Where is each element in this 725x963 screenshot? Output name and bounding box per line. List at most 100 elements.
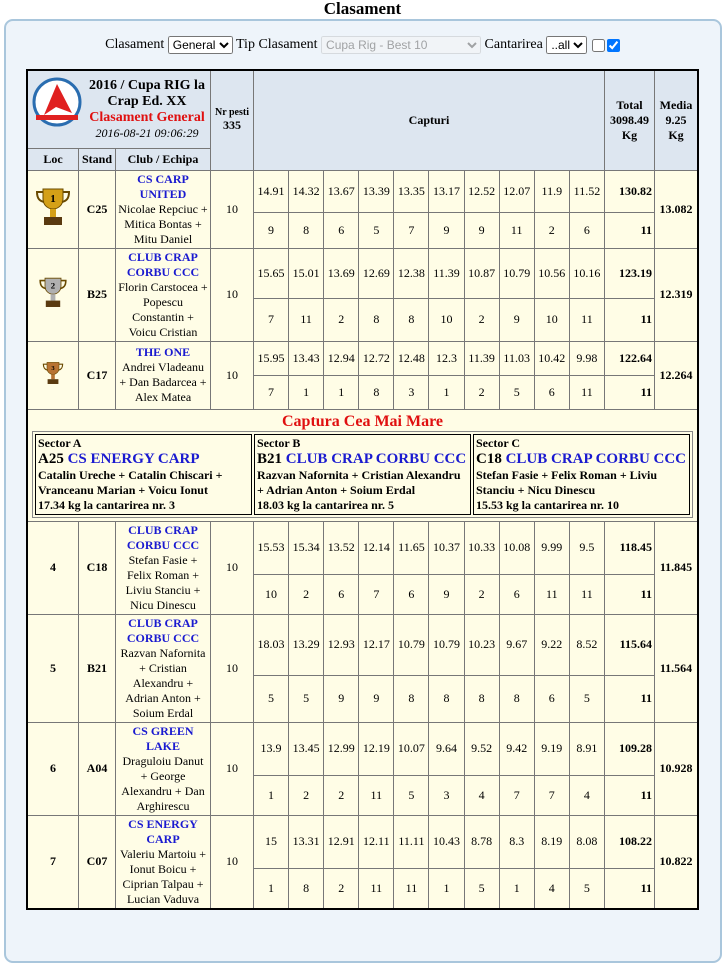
total-weighings: 11 — [604, 774, 655, 816]
weighing-number: 11 — [358, 867, 395, 910]
sector-team: Razvan Nafornita + Cristian Alexandru + … — [257, 467, 461, 497]
table-row-weighings: 9 8 6 5 7 9 9 11 2 6 11 — [27, 211, 698, 249]
stand: C18 — [86, 560, 108, 574]
clasament-select[interactable]: General — [167, 36, 233, 54]
team-media: 11.845 — [654, 520, 699, 615]
capturi-header: Capturi — [253, 69, 605, 171]
col-stand: Stand — [78, 147, 116, 171]
tip-clasament-select[interactable]: Cupa Rig - Best 10 — [321, 36, 482, 54]
weighing-number: 4 — [568, 774, 606, 816]
weighing-number: 5 — [252, 675, 290, 723]
table-row[interactable]: 7 C07 CS ENERGY CARP Valeriu Martoiu + Ionu… — [26, 814, 699, 909]
table-row[interactable]: 6 A04 CS GREEN LAKE Draguloiu Danut + Georg… — [26, 721, 699, 816]
checkbox-2[interactable] — [606, 38, 620, 52]
sector-club-link[interactable]: CLUB CRAP CORBU CCC — [285, 450, 467, 467]
catch-weight: 8.08 — [568, 814, 606, 869]
catch-weight: 10.43 — [428, 814, 465, 869]
cantarirea-select[interactable]: ..all — [546, 36, 588, 54]
catch-weight: 13.43 — [288, 340, 325, 376]
weighing-number: 5 — [288, 675, 325, 723]
weighing-number: 1 — [428, 867, 465, 910]
catch-weight: 8.78 — [463, 814, 500, 869]
catch-weight: 12.07 — [498, 169, 535, 213]
catch-weight: 11.03 — [498, 340, 535, 376]
catch-weight: 10.23 — [463, 613, 500, 677]
filter-bar: Clasament General Tip Clasament Cupa Rig… — [6, 36, 720, 54]
weighing-number: 4 — [463, 774, 500, 816]
catch-weight: 12.48 — [393, 340, 430, 376]
table-row[interactable]: 5 B21 CLUB CRAP CORBU CCC Razvan Nafornita … — [26, 613, 699, 723]
club-link[interactable]: CLUB CRAP CORBU CCC — [126, 522, 200, 552]
catch-weight: 13.29 — [288, 613, 325, 677]
stand: A04 — [86, 761, 108, 775]
club-link[interactable]: CS CARP UNITED — [137, 171, 189, 201]
club-link[interactable]: CS GREEN LAKE — [132, 723, 194, 753]
sector-cell: Sector B B21 CLUB CRAP CORBU CCC Razvan Na… — [254, 433, 471, 515]
rank-number: 4 — [50, 560, 56, 574]
weighing-number: 8 — [463, 675, 500, 723]
table-row[interactable]: 2 B25 CLUB CRAP CORBU CCC Florin Carstocea … — [26, 247, 699, 342]
weighing-number: 11 — [568, 374, 606, 410]
biggest-catch-row: Captura Cea Mai Mare Sector A A25 CS ENERG… — [26, 408, 699, 522]
table-row[interactable]: 3 C17 THE ONE Andrei Vladeanu + Dan Badarce… — [26, 340, 699, 410]
catch-weight: 12.93 — [323, 613, 360, 677]
weighing-number: 11 — [288, 297, 325, 342]
sport-service-logo — [32, 77, 82, 127]
fish-count: 10 — [226, 761, 238, 775]
catch-weight: 10.42 — [533, 340, 570, 376]
catch-weight: 11.65 — [393, 520, 430, 575]
weighing-number: 2 — [323, 867, 360, 910]
catch-weight: 9.19 — [533, 721, 570, 776]
weighing-number: 5 — [498, 374, 535, 410]
sector-club-link[interactable]: CS ENERGY CARP — [67, 450, 200, 467]
club-link[interactable]: CS ENERGY CARP — [128, 816, 198, 846]
weighing-number: 8 — [428, 675, 465, 723]
weighing-number: 8 — [288, 211, 325, 249]
clasament-panel: Clasament General Tip Clasament Cupa Rig… — [4, 19, 722, 963]
competition-name: 2016 / Cupa RIG la Crap Ed. XX — [89, 77, 205, 109]
clasament-label: Clasament — [105, 37, 165, 53]
stand: C07 — [86, 854, 108, 868]
team-members: Valeriu Martoiu + Ionut Boicu + Ciprian … — [119, 846, 207, 906]
weighing-number: 1 — [252, 867, 290, 910]
sector-cell: Sector C C18 CLUB CRAP CORBU CCC Stefan Fa… — [473, 433, 690, 515]
weighing-number: 7 — [498, 774, 535, 816]
team-members: Stefan Fasie + Felix Roman + Liviu Stanc… — [125, 552, 201, 612]
sector-team: Stefan Fasie + Felix Roman + Liviu Stanc… — [476, 467, 658, 497]
sector-catch-info: 18.03 kg la cantarirea nr. 5 — [257, 497, 394, 512]
total-weighings: 11 — [604, 374, 655, 410]
sector-club-link[interactable]: CLUB CRAP CORBU CCC — [505, 450, 687, 467]
weighing-number: 5 — [568, 675, 606, 723]
weighing-number: 8 — [358, 297, 395, 342]
club-link[interactable]: CLUB CRAP CORBU CCC — [126, 615, 200, 645]
catch-weight: 10.37 — [428, 520, 465, 575]
team-total: 118.45 — [604, 520, 655, 575]
weighing-number: 2 — [533, 211, 570, 249]
rank-cell: 3 — [26, 340, 79, 410]
weighing-number: 8 — [288, 867, 325, 910]
rank-cell: 5 — [26, 613, 79, 723]
sector-stand: C18 — [476, 450, 502, 467]
table-row[interactable]: 1 C25 CS CARP UNITED Nicolae Repciuc + Miti… — [26, 169, 699, 249]
weighing-number: 2 — [288, 573, 325, 615]
team-total: 115.64 — [604, 613, 655, 677]
sector-catch-info: 17.34 kg la cantarirea nr. 3 — [38, 497, 175, 512]
catch-weight: 10.79 — [428, 613, 465, 677]
checkbox-1[interactable] — [591, 38, 605, 52]
catch-weight: 12.91 — [323, 814, 360, 869]
catch-weight: 12.94 — [323, 340, 360, 376]
table-row[interactable]: 4 C18 CLUB CRAP CORBU CCC Stefan Fasie + Fe… — [26, 520, 699, 615]
team-media: 12.319 — [654, 247, 699, 342]
gold-trophy-icon: 1 — [35, 188, 71, 225]
total-weighings: 11 — [604, 573, 655, 615]
team-media: 10.928 — [654, 721, 699, 816]
team-members: Florin Carstocea + Popescu Constantin + … — [118, 279, 208, 339]
catch-weight: 13.17 — [428, 169, 465, 213]
weighing-number: 11 — [568, 573, 606, 615]
weighing-number: 5 — [463, 867, 500, 910]
catch-weight: 15.95 — [252, 340, 290, 376]
club-link[interactable]: CLUB CRAP CORBU CCC — [126, 249, 200, 279]
catch-weight: 13.35 — [393, 169, 430, 213]
club-link[interactable]: THE ONE — [135, 345, 191, 359]
sector-team: Catalin Ureche + Catalin Chiscari + Vran… — [38, 467, 223, 497]
